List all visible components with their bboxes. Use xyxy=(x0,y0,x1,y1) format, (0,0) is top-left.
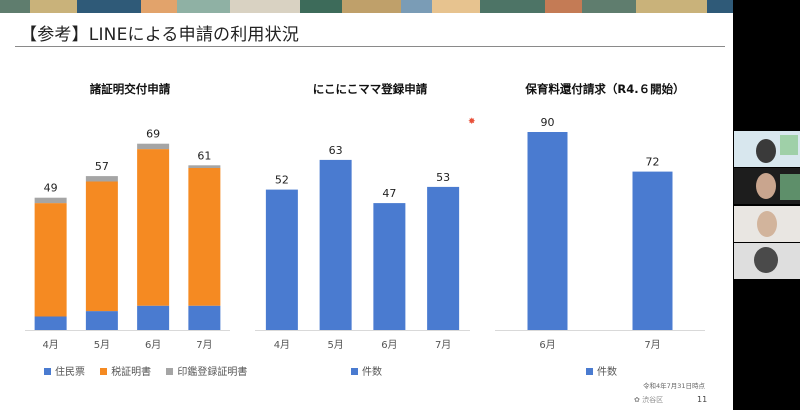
legend-swatch-blue xyxy=(351,368,358,375)
data-label: 57 xyxy=(95,160,109,173)
data-label: 47 xyxy=(382,187,396,200)
data-label: 69 xyxy=(146,128,160,141)
legend-swatch-blue xyxy=(44,368,51,375)
banner-segment xyxy=(707,0,733,13)
bar-segment-6月-税証明書 xyxy=(137,149,170,306)
x-tick-label: 6月 xyxy=(145,339,161,351)
slide-title: 【参考】LINEによる申請の利用状況 xyxy=(20,25,300,45)
bar-segment-6月-印鑑登録証明書 xyxy=(137,143,170,150)
chart-title-nikoniko-mama: にこにこママ登録申請 xyxy=(312,82,428,96)
shibuya-logo: ✿ 渋谷区 xyxy=(634,396,664,404)
banner-segment xyxy=(141,0,177,13)
legend-label: 件数 xyxy=(597,367,617,378)
banner-segment xyxy=(582,0,636,13)
banner-segment xyxy=(342,0,401,13)
logo-text: 渋谷区 xyxy=(642,396,664,404)
banner-segment xyxy=(636,0,707,13)
x-tick-label: 7月 xyxy=(644,339,660,351)
page-number: 11 xyxy=(697,395,708,404)
bar-4月-件数 xyxy=(265,189,298,330)
data-label: 63 xyxy=(329,144,343,157)
banner-segment xyxy=(230,0,300,13)
legend-swatch-orange xyxy=(100,368,108,375)
banner-segment xyxy=(177,0,230,13)
legend-item-juminhyo: 住民票 xyxy=(44,367,85,378)
x-tick-label: 4月 xyxy=(274,339,290,351)
banner-segment xyxy=(77,0,141,13)
bar-segment-7月-印鑑登録証明書 xyxy=(188,165,221,168)
laser-pointer-dot: ✸ xyxy=(468,117,476,127)
data-label: 61 xyxy=(197,149,211,162)
presentation-slide: 【参考】LINEによる申請の利用状況 諸証明交付申請 にこにこママ登録申請 保育… xyxy=(0,0,733,410)
x-tick-label: 7月 xyxy=(196,339,212,351)
banner-segment xyxy=(300,0,342,13)
bar-7月-件数 xyxy=(427,186,460,330)
bar-segment-5月-印鑑登録証明書 xyxy=(85,176,118,182)
bar-segment-6月-住民票 xyxy=(137,305,170,330)
legend-chart1: 住民票 税証明書 印鑑登録証明書 xyxy=(44,363,259,378)
legend-chart3: 件数 xyxy=(586,363,617,378)
bar-segment-5月-税証明書 xyxy=(85,181,118,312)
background-poster xyxy=(780,135,798,155)
x-tick-label: 6月 xyxy=(381,339,397,351)
data-label: 49 xyxy=(44,182,58,195)
banner-segment xyxy=(480,0,545,13)
legend-label: 件数 xyxy=(362,367,382,378)
background-plant xyxy=(780,174,800,200)
bar-5月-件数 xyxy=(319,159,352,330)
x-tick-label: 5月 xyxy=(327,339,343,351)
bar-7月-件数 xyxy=(632,171,673,330)
legend-item-inkan: 印鑑登録証明書 xyxy=(166,367,247,378)
avatar xyxy=(754,247,778,273)
participant-video-1[interactable] xyxy=(734,131,800,167)
legend-label: 住民票 xyxy=(55,367,85,378)
x-tick-label: 4月 xyxy=(42,339,58,351)
title-divider xyxy=(15,46,725,47)
legend-item-zeishomei: 税証明書 xyxy=(100,367,151,378)
legend-chart2: 件数 xyxy=(351,363,382,378)
decorative-banner xyxy=(0,0,733,13)
banner-segment xyxy=(401,0,432,13)
avatar xyxy=(756,173,776,199)
banner-segment xyxy=(30,0,77,13)
charts-canvas: 49 4月 57 5月 69 6月 61 7月 52 4月 63 5月 47 6月 53 7月 90 6月 72 7月 xyxy=(25,116,705,351)
banner-segment xyxy=(545,0,582,13)
chart-title-certificates: 諸証明交付申請 xyxy=(89,82,171,96)
legend-label: 印鑑登録証明書 xyxy=(177,367,248,378)
legend-swatch-blue xyxy=(586,368,593,375)
legend-swatch-gray xyxy=(166,368,174,375)
bar-segment-5月-住民票 xyxy=(85,311,118,330)
data-label: 53 xyxy=(436,171,450,184)
banner-segment xyxy=(0,0,30,13)
participant-sidebar xyxy=(733,0,800,410)
bar-segment-4月-住民票 xyxy=(34,316,67,330)
x-tick-label: 6月 xyxy=(539,339,555,351)
participant-video-3[interactable] xyxy=(734,206,800,242)
bar-segment-4月-印鑑登録証明書 xyxy=(34,197,67,204)
avatar xyxy=(756,139,776,163)
banner-segment xyxy=(432,0,480,13)
x-tick-label: 5月 xyxy=(94,339,110,351)
x-tick-label: 7月 xyxy=(435,339,451,351)
participant-video-2[interactable] xyxy=(734,168,800,204)
legend-label: 税証明書 xyxy=(111,367,152,378)
footnote-date: 令和4年7月31日時点 xyxy=(643,382,706,390)
data-label: 52 xyxy=(275,174,289,187)
bar-6月-件数 xyxy=(373,203,406,330)
participant-video-4[interactable] xyxy=(734,243,800,279)
bar-segment-4月-税証明書 xyxy=(34,203,67,317)
chart-title-childcare-refund: 保育料還付請求（R4.６開始） xyxy=(525,82,685,96)
bar-6月-件数 xyxy=(527,132,568,330)
avatar xyxy=(757,211,777,237)
bar-segment-7月-住民票 xyxy=(188,305,221,330)
bar-segment-7月-税証明書 xyxy=(188,168,221,306)
data-label: 90 xyxy=(541,116,555,129)
data-label: 72 xyxy=(646,156,660,169)
